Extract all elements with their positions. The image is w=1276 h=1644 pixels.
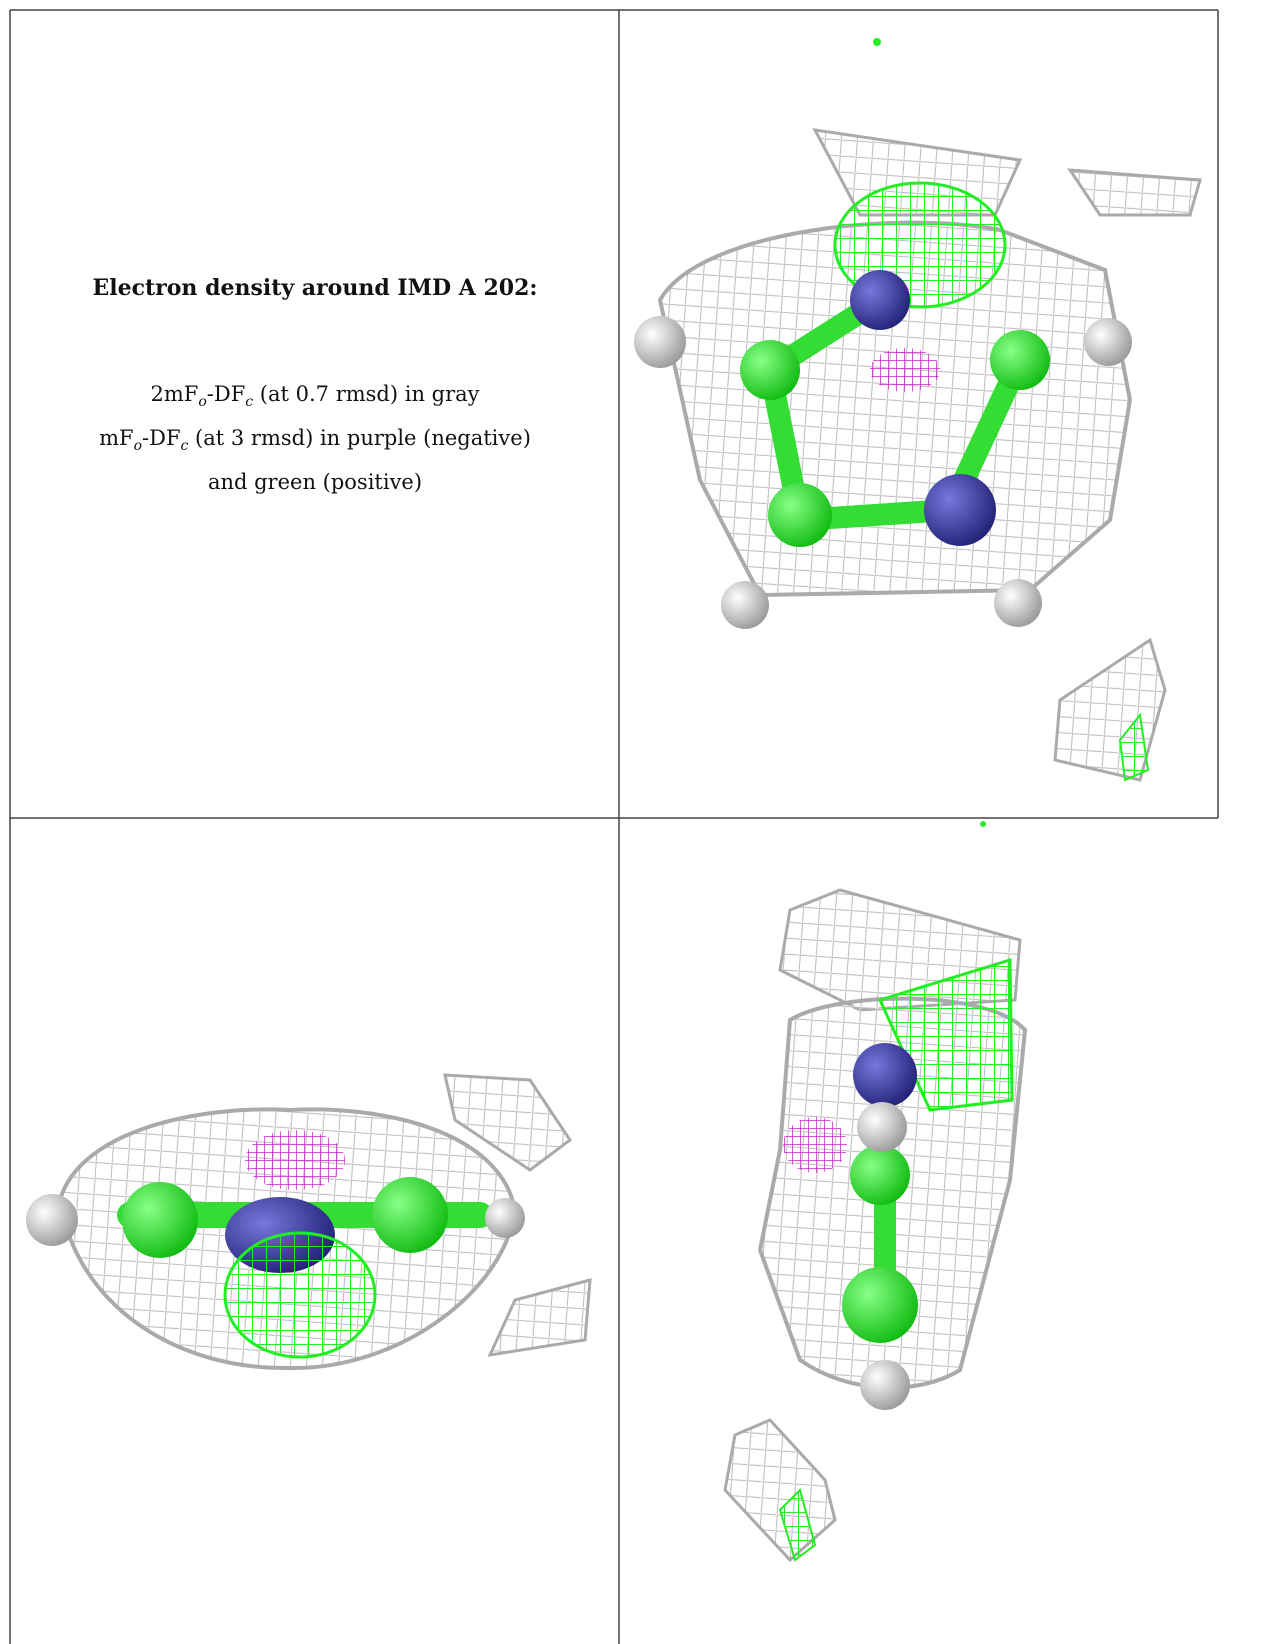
legend-text: mF [99,426,134,451]
legend-text: (at 3 rmsd) in purple (negative) [188,426,531,451]
legend-text: and green (positive) [207,470,423,495]
subscript: o [198,394,207,411]
subscript: c [180,438,189,455]
legend: 2mFo-DFc (at 0.7 rmsd) in gray mFo-DFc (a… [10,376,620,500]
density-view-top [634,38,1202,782]
legend-line: mFo-DFc (at 3 rmsd) in purple (negative) [10,420,620,464]
legend-text: 2mF [150,382,199,406]
caption-cell: Electron density around IMD A 202: 2mFo-… [10,10,620,818]
table-borders [9,9,1219,1644]
density-view-front [723,821,1028,1563]
legend-line: and green (positive) [10,464,620,500]
legend-line: 2mFo-DFc (at 0.7 rmsd) in gray [10,376,620,420]
legend-text: -DF [142,426,181,451]
heading: Electron density around IMD A 202: [92,275,538,301]
legend-text: (at 0.7 rmsd) in gray [253,382,480,406]
subscript: c [245,394,254,411]
density-view-side [26,1073,592,1371]
subscript: o [133,438,143,455]
legend-text: -DF [206,382,246,406]
